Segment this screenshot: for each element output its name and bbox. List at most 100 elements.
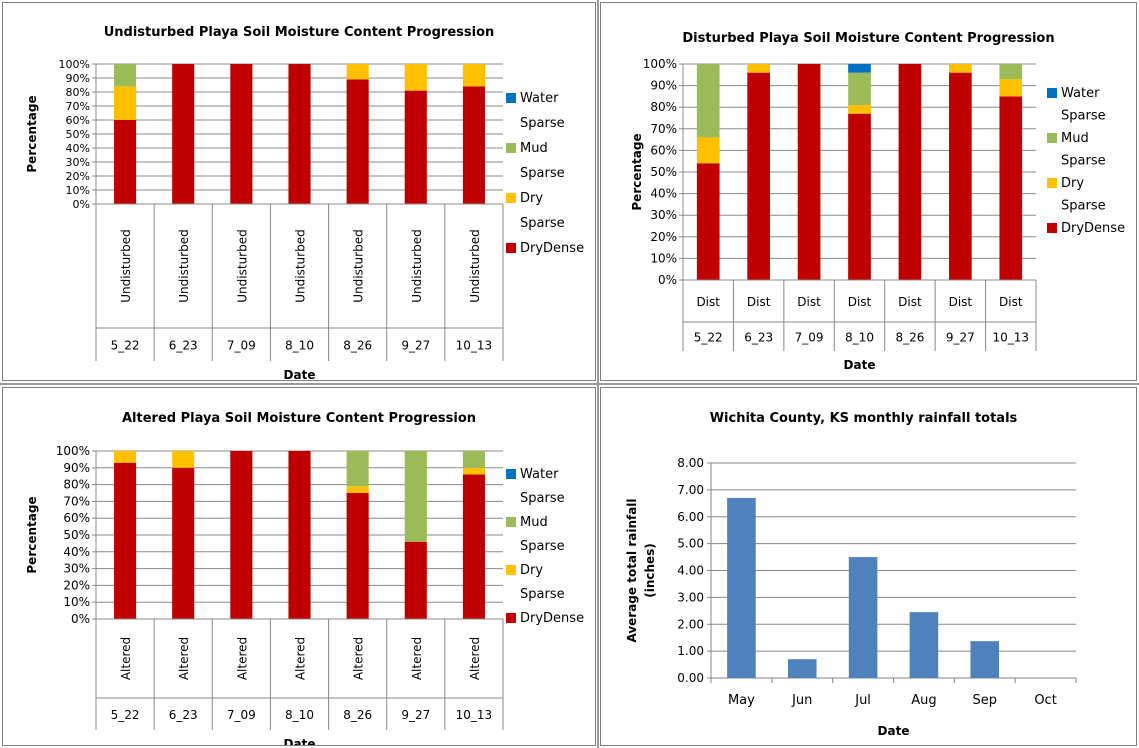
legend-label: Sparse	[520, 491, 565, 506]
legend-label: DryDense	[520, 611, 584, 626]
legend-swatch	[1047, 88, 1057, 98]
x-tick-label: 8_10	[845, 331, 874, 345]
undisturbed-chart: 0%10%20%30%40%50%60%70%80%90%100% Undistu…	[25, 58, 584, 380]
y-tick-label: 2.00	[677, 617, 704, 631]
altered-chart-panel: Altered Playa Soil Moisture Content Prog…	[2, 387, 596, 746]
legend-swatch	[506, 565, 516, 575]
bar-segment-dry-sparse	[172, 451, 195, 468]
bar-segment-dry-sparse	[747, 64, 770, 73]
x-tick-label: Oct	[1034, 693, 1056, 708]
bar-segment-dry-sparse	[462, 467, 485, 475]
legend-swatch	[1047, 223, 1057, 233]
rainfall-chart: 0.00 1.00 2.00 3.00 4.00 5.00 6.00 7.00 8.00 May J…	[625, 456, 1077, 738]
category-group-label: Altered	[235, 637, 249, 680]
y-axis-title: (inches)	[643, 543, 657, 598]
category-group-label: Altered	[410, 637, 424, 680]
bar-segment-mud-sparse	[346, 451, 369, 487]
y-tick-label: 3.00	[677, 590, 704, 604]
category-group-label: Altered	[468, 637, 482, 680]
category-group-label: Altered	[352, 637, 366, 680]
legend-label: Sparse	[520, 587, 565, 602]
x-tick-label: 8_26	[343, 339, 372, 353]
category-group-label: Undisturbed	[294, 229, 308, 302]
bar-segment-drydense	[747, 72, 770, 280]
legend-label: Sparse	[520, 539, 565, 554]
bar-segment-drydense	[462, 86, 485, 204]
category-group-label: Undisturbed	[235, 229, 249, 302]
legend-label: Dry	[520, 191, 543, 206]
y-tick-label: 0%	[658, 273, 677, 287]
bar-segment-drydense	[797, 64, 821, 280]
panel-divider-vertical	[597, 0, 599, 748]
legend-swatch	[1047, 178, 1057, 188]
legend-label: Dry	[520, 563, 543, 578]
category-group-label: Altered	[119, 637, 133, 680]
bar-segment-mud-sparse	[999, 64, 1023, 80]
legend-label: Dry	[1061, 176, 1084, 191]
x-tick-label: Jul	[854, 693, 871, 708]
y-tick-label: 20%	[650, 230, 677, 244]
y-tick-label: 4.00	[677, 564, 704, 578]
x-tick-label: 6_23	[744, 331, 773, 345]
disturbed-chart: 0% 10% 20% 30% 40% 50% 60% 70% 80% 90% 100% Dist 5_2…	[630, 57, 1125, 372]
x-tick-label: Aug	[911, 693, 936, 708]
bar-segment-drydense	[949, 72, 972, 280]
y-tick-label: 40%	[650, 187, 677, 201]
legend-label: Water	[520, 467, 559, 482]
bar-segment-mud-sparse	[114, 64, 137, 87]
altered-chart: 0% 10% 20% 30% 40% 50% 60% 70% 80% 90% 100% Altered…	[25, 444, 584, 746]
y-tick-label: 60%	[63, 511, 90, 525]
category-group-label: Undisturbed	[410, 229, 424, 302]
bar-segment-drydense	[462, 474, 485, 619]
x-tick-label: 8_10	[285, 708, 314, 722]
x-tick-label: 8_10	[285, 339, 314, 353]
bar-segment-drydense	[172, 64, 195, 204]
x-tick-label: 7_09	[227, 339, 256, 353]
x-tick-label: 9_27	[401, 708, 430, 722]
y-tick-label: 80%	[63, 478, 90, 492]
y-tick-label: 100%	[643, 57, 677, 71]
bar-segment-drydense	[114, 120, 137, 204]
legend-label: Sparse	[520, 216, 565, 231]
x-axis-title: Date	[284, 737, 316, 746]
category-group-label: Dist	[696, 295, 720, 309]
rainfall-bar	[787, 659, 817, 678]
y-tick-label: 10%	[66, 184, 90, 197]
y-tick-label: 30%	[63, 562, 90, 576]
category-group-label: Undisturbed	[468, 229, 482, 302]
category-group-label: Undisturbed	[352, 229, 366, 302]
bar-segment-drydense	[346, 493, 369, 619]
category-group-label: Dist	[898, 295, 922, 309]
bar-segment-dry-sparse	[696, 137, 720, 164]
y-tick-label: 5.00	[677, 537, 704, 551]
y-tick-label: 20%	[66, 170, 90, 183]
category-group-label: Altered	[294, 637, 308, 680]
x-tick-label: 5_22	[694, 331, 723, 345]
category-group-label: Dist	[848, 295, 872, 309]
legend-swatch	[506, 93, 516, 103]
category-group-label: Dist	[747, 295, 771, 309]
bar-segment-drydense	[404, 541, 427, 619]
x-tick-label: 7_09	[795, 331, 824, 345]
y-tick-label: 40%	[63, 545, 90, 559]
disturbed-chart-panel: Disturbed Playa Soil Moisture Content Pr…	[600, 2, 1137, 381]
y-tick-label: 90%	[650, 79, 677, 93]
bar-segment-drydense	[114, 462, 137, 619]
y-tick-label: 10%	[63, 595, 90, 609]
category-group-label: Dist	[999, 295, 1023, 309]
legend-label: DryDense	[520, 241, 584, 256]
legend-swatch	[506, 143, 516, 153]
x-tick-label: 8_26	[895, 331, 924, 345]
bar-segment-dry-sparse	[949, 64, 972, 73]
y-tick-label: 1.00	[677, 644, 704, 658]
legend-label: Mud	[1061, 131, 1089, 146]
bar-segment-dry-sparse	[848, 105, 871, 114]
y-tick-label: 30%	[650, 208, 677, 222]
legend-swatch	[1047, 133, 1057, 143]
x-tick-label: 6_23	[169, 708, 198, 722]
bar-segment-drydense	[230, 451, 253, 619]
x-tick-label: 5_22	[111, 339, 140, 353]
legend-label: Sparse	[1061, 154, 1106, 169]
y-axis-title: Percentage	[25, 95, 39, 172]
x-tick-label: 10_13	[456, 708, 493, 722]
